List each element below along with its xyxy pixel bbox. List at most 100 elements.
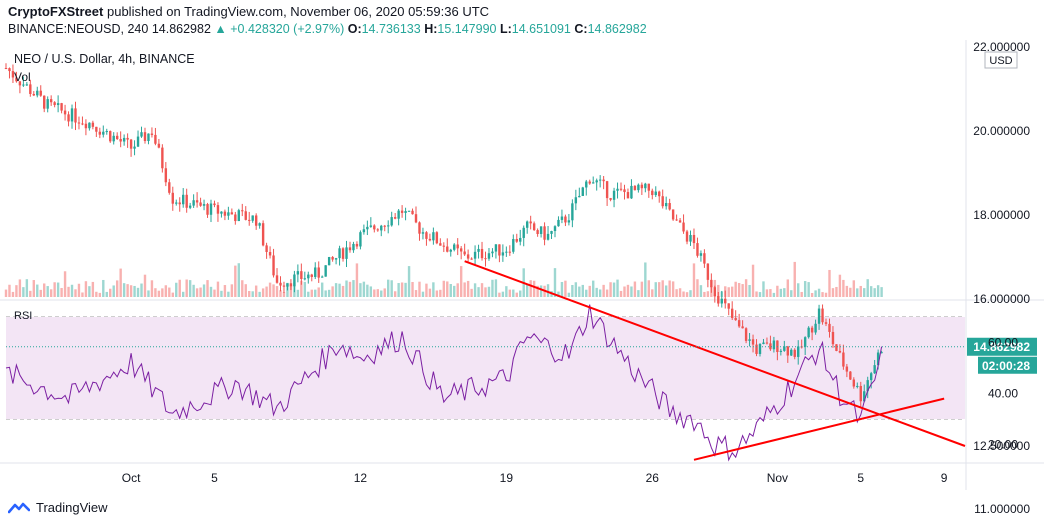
volume-bar bbox=[310, 289, 313, 297]
candle bbox=[63, 104, 67, 121]
volume-bar bbox=[598, 289, 602, 297]
candle bbox=[553, 225, 557, 238]
volume-bar bbox=[685, 292, 689, 297]
volume-bar bbox=[803, 281, 807, 297]
volume-bar bbox=[849, 287, 852, 297]
price-tick-label: 22.000000 bbox=[973, 40, 1030, 54]
volume-bar bbox=[630, 286, 633, 297]
tradingview-logo-icon bbox=[8, 502, 30, 513]
candle bbox=[348, 241, 352, 253]
volume-bar bbox=[696, 279, 699, 297]
volume-bar bbox=[536, 285, 539, 297]
volume-bar bbox=[56, 282, 60, 297]
candle bbox=[828, 318, 831, 338]
volume-bar bbox=[355, 263, 359, 297]
currency-badge[interactable] bbox=[984, 51, 1018, 69]
volume-bar bbox=[755, 291, 758, 297]
candle bbox=[74, 101, 77, 131]
candle bbox=[36, 86, 39, 98]
candle bbox=[456, 238, 459, 256]
volume-bar bbox=[623, 286, 626, 297]
volume-bar bbox=[397, 283, 400, 297]
candle bbox=[529, 215, 532, 230]
candle bbox=[724, 290, 727, 309]
volume-bar bbox=[859, 285, 862, 297]
candle bbox=[251, 215, 254, 223]
candle bbox=[783, 340, 786, 352]
volume-bar bbox=[734, 281, 737, 297]
publish-info: published on TradingView.com, November 0… bbox=[106, 4, 490, 19]
candle bbox=[751, 334, 755, 353]
rsi-tick-label: 60.00 bbox=[988, 336, 1018, 350]
volume-bar bbox=[192, 284, 195, 297]
volume-bar bbox=[345, 280, 348, 297]
volume-bar bbox=[168, 287, 171, 297]
candle bbox=[786, 345, 789, 363]
candle bbox=[369, 217, 373, 228]
candle bbox=[835, 344, 838, 352]
volume-bar bbox=[751, 264, 755, 297]
volume-bar bbox=[880, 287, 883, 297]
candle bbox=[192, 194, 195, 208]
volume-bar bbox=[466, 280, 470, 297]
volume-bar bbox=[241, 280, 244, 297]
price-trendline[interactable] bbox=[464, 260, 966, 447]
low-label: L: bbox=[499, 22, 512, 36]
volume-bar bbox=[730, 286, 734, 297]
volume-bar bbox=[574, 282, 578, 297]
footer-brand[interactable]: TradingView bbox=[8, 500, 108, 515]
volume-bar bbox=[647, 280, 651, 297]
price-tick-label: 12.500000 bbox=[973, 439, 1030, 453]
volume-bar bbox=[178, 279, 181, 297]
candle bbox=[512, 234, 515, 254]
volume-bar bbox=[36, 284, 39, 297]
volume-bar bbox=[84, 281, 88, 297]
rsi-trendline[interactable] bbox=[693, 397, 945, 461]
volume-bar bbox=[331, 286, 334, 297]
candle bbox=[147, 133, 150, 145]
candle bbox=[60, 102, 63, 114]
volume-bar bbox=[4, 289, 8, 297]
candle bbox=[588, 179, 591, 185]
volume-bar bbox=[831, 288, 835, 297]
candle bbox=[397, 208, 400, 226]
candle bbox=[18, 80, 22, 94]
volume-bar bbox=[491, 279, 494, 297]
candle bbox=[856, 382, 859, 389]
candle bbox=[143, 127, 147, 144]
candle bbox=[387, 220, 390, 234]
volume-bar bbox=[654, 282, 657, 297]
time-tick-label: 5 bbox=[857, 471, 864, 485]
candle bbox=[282, 281, 286, 293]
price-tick-label: 11.000000 bbox=[974, 502, 1030, 516]
volume-bar bbox=[644, 262, 647, 297]
candle bbox=[873, 359, 876, 374]
volume-bar bbox=[592, 280, 595, 297]
candle bbox=[425, 231, 428, 246]
candle bbox=[307, 271, 310, 284]
volume-bar bbox=[786, 279, 789, 297]
candle bbox=[157, 138, 161, 149]
candle bbox=[470, 257, 473, 260]
volume-bar bbox=[456, 283, 459, 297]
volume-bar bbox=[512, 289, 515, 297]
candle bbox=[866, 376, 869, 399]
candle bbox=[699, 250, 703, 262]
volume-bar bbox=[876, 285, 880, 297]
volume-bar bbox=[88, 286, 91, 297]
candle bbox=[557, 216, 560, 227]
candle bbox=[824, 318, 828, 327]
volume-bar bbox=[213, 289, 216, 297]
volume-bar bbox=[658, 282, 661, 297]
candle bbox=[341, 247, 345, 262]
candle bbox=[446, 238, 449, 253]
volume-bar bbox=[668, 280, 671, 297]
candle bbox=[154, 127, 157, 146]
candle bbox=[4, 63, 8, 70]
candle bbox=[491, 248, 494, 258]
volume-bar bbox=[717, 284, 720, 297]
volume-bar bbox=[821, 292, 824, 297]
candle bbox=[602, 176, 605, 190]
volume-bar bbox=[411, 281, 414, 297]
